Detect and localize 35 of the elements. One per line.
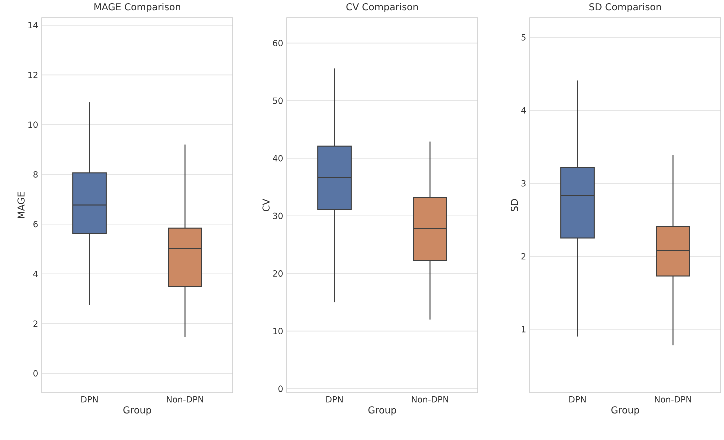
- y-tick-label: 1: [522, 326, 526, 333]
- y-tick-label: 4: [522, 108, 526, 114]
- y-tick-label: 4: [34, 271, 38, 278]
- y-axis-title: MAGE: [18, 192, 25, 218]
- y-tick-label: 2: [34, 320, 38, 327]
- y-tick-label: 12: [28, 72, 38, 78]
- x-axis-title: Group: [124, 406, 152, 416]
- y-tick-label: 20: [273, 270, 283, 277]
- x-tick-label: Non-DPN: [655, 396, 692, 403]
- y-tick-label: 6: [34, 221, 38, 228]
- y-tick-label: 5: [522, 34, 526, 41]
- y-tick-label: 10: [274, 328, 283, 335]
- chart-title: SD Comparison: [590, 3, 662, 12]
- y-tick-label: 60: [273, 40, 283, 47]
- y-tick-label: 40: [273, 155, 283, 162]
- x-tick-label: DPN: [570, 396, 586, 403]
- x-tick-label: Non-DPN: [412, 396, 448, 403]
- y-tick-label: 0: [34, 370, 38, 377]
- y-tick-label: 0: [278, 386, 283, 392]
- y-tick-label: 2: [522, 253, 526, 260]
- chart-title: MAGE Comparison: [94, 3, 180, 12]
- y-tick-label: 10: [28, 122, 38, 128]
- x-axis-title: Group: [368, 406, 396, 416]
- chart-title: CV Comparison: [346, 3, 418, 12]
- x-axis-title: Group: [612, 406, 640, 416]
- y-tick-label: 50: [273, 98, 283, 104]
- y-axis-title: SD: [511, 199, 518, 212]
- y-tick-label: 30: [273, 212, 283, 220]
- x-tick-label: Non-DPN: [167, 396, 204, 403]
- y-axis-title: CV: [262, 199, 270, 212]
- x-tick-label: DPN: [82, 396, 98, 403]
- y-tick-label: 14: [28, 22, 38, 29]
- x-tick-label: DPN: [326, 396, 343, 403]
- y-tick-label: 8: [34, 171, 38, 178]
- y-tick-label: 3: [522, 180, 526, 187]
